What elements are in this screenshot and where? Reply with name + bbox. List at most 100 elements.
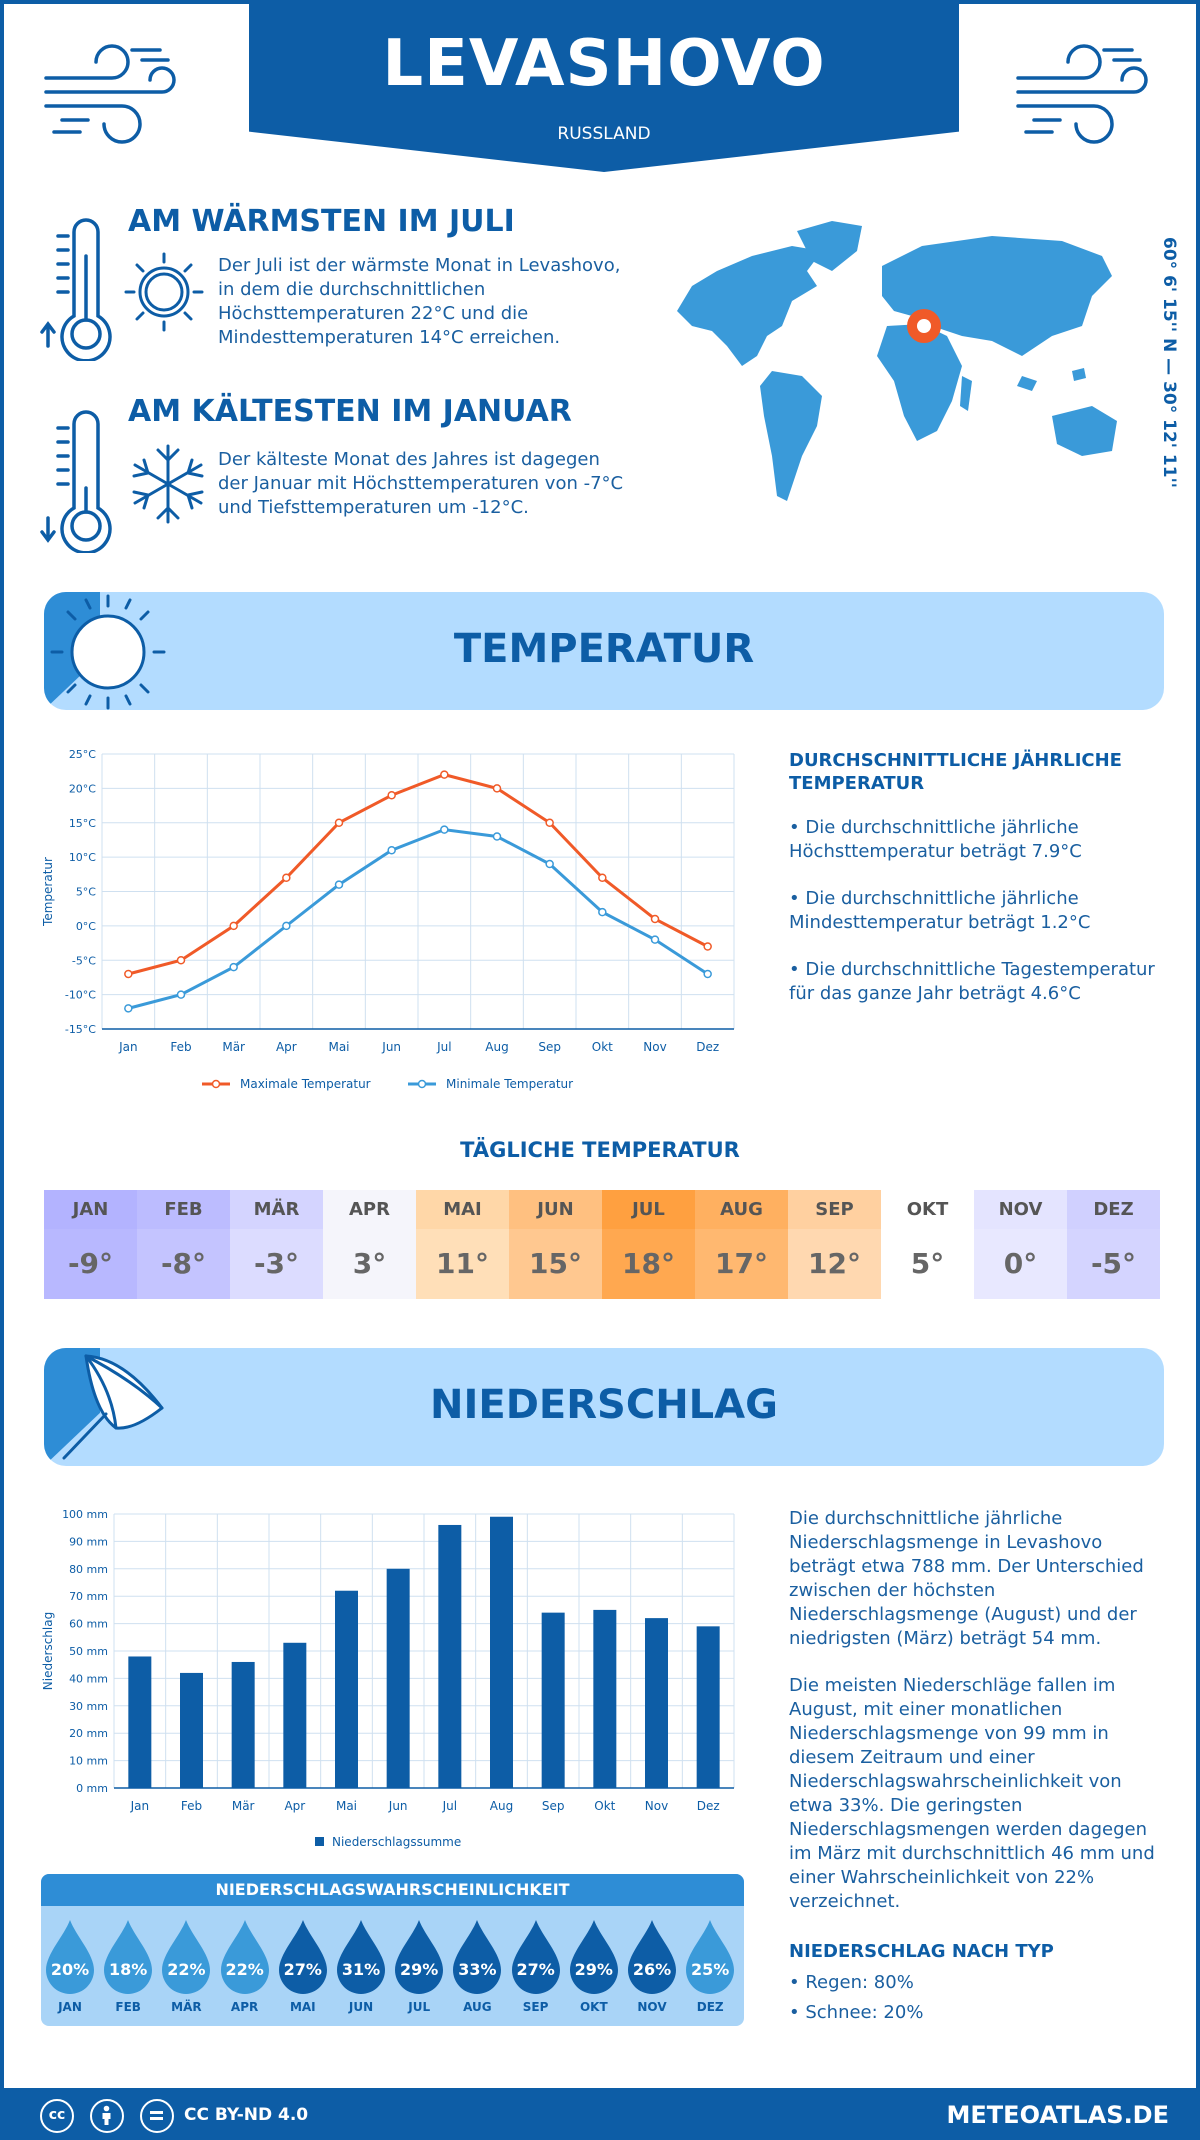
daily-temp-value: -3° bbox=[230, 1229, 323, 1299]
y-axis-label: Temperatur bbox=[41, 857, 55, 927]
probability-drop: 20% JAN bbox=[44, 1918, 96, 2014]
y-tick-label: 10 mm bbox=[69, 1755, 108, 1768]
y-tick-label: 25°C bbox=[69, 748, 96, 761]
data-point bbox=[176, 990, 186, 999]
thermometer-cold-icon bbox=[40, 410, 112, 553]
probability-month: JAN bbox=[58, 2000, 82, 2014]
x-tick-label: Mai bbox=[336, 1799, 357, 1813]
probability-value: 18% bbox=[109, 1960, 148, 1979]
y-tick-label: 50 mm bbox=[69, 1645, 108, 1658]
data-point bbox=[282, 873, 291, 882]
data-point bbox=[334, 818, 344, 827]
probability-drop: 18% FEB bbox=[102, 1918, 154, 2014]
raindrop-icon bbox=[104, 1920, 153, 1994]
data-point bbox=[440, 770, 449, 779]
data-point bbox=[176, 956, 186, 965]
daily-temp-cell: MÄR -3° bbox=[230, 1190, 323, 1299]
probability-value: 33% bbox=[458, 1960, 497, 1979]
bar bbox=[645, 1618, 668, 1788]
x-tick-label: Dez bbox=[697, 1799, 720, 1813]
daily-temp-value: -5° bbox=[1067, 1229, 1160, 1299]
daily-temp-month: JUL bbox=[602, 1190, 695, 1229]
probability-month: AUG bbox=[463, 2000, 492, 2014]
probability-drop: 26% NOV bbox=[626, 1918, 678, 2014]
precip-probability-title: NIEDERSCHLAGSWAHRSCHEINLICHKEIT bbox=[41, 1874, 744, 1906]
series-line bbox=[127, 828, 709, 1010]
probability-month: JUN bbox=[348, 2000, 374, 2014]
raindrop-icon bbox=[46, 1920, 94, 1994]
y-tick-label: 100 mm bbox=[62, 1508, 108, 1521]
probability-value: 31% bbox=[341, 1960, 381, 1979]
daily-temp-month: JAN bbox=[44, 1190, 137, 1229]
probability-month: MAI bbox=[289, 2000, 316, 2014]
y-tick-label: 20°C bbox=[69, 782, 96, 795]
snow-share: • Schnee: 20% bbox=[789, 2002, 924, 2023]
probability-value: 27% bbox=[516, 1960, 555, 1979]
probability-month: NOV bbox=[637, 2000, 667, 2014]
data-point bbox=[598, 873, 607, 882]
site-link[interactable]: METEOATLAS.DE bbox=[946, 2101, 1169, 2129]
daily-temp-cell: DEZ -5° bbox=[1067, 1190, 1160, 1299]
x-tick-label: Okt bbox=[592, 1040, 613, 1054]
probability-drop: 29% OKT bbox=[568, 1918, 620, 2014]
data-point bbox=[703, 969, 712, 979]
daily-temp-cell: JUN 15° bbox=[509, 1190, 602, 1299]
x-tick-label: Jul bbox=[436, 1040, 451, 1054]
y-tick-label: 40 mm bbox=[69, 1672, 108, 1685]
legend-marker bbox=[417, 1079, 427, 1089]
y-tick-label: 70 mm bbox=[69, 1590, 108, 1603]
probability-value: 29% bbox=[400, 1960, 439, 1979]
temperature-section-title: TEMPERATUR bbox=[453, 626, 755, 672]
daily-temp-month: NOV bbox=[974, 1190, 1067, 1229]
footer: cc CC BY-ND 4.0 METEOATLAS.DE bbox=[4, 2088, 1200, 2140]
data-point bbox=[124, 1004, 133, 1013]
x-tick-label: Nov bbox=[643, 1040, 666, 1054]
data-point bbox=[650, 935, 660, 944]
raindrop-icon bbox=[220, 1920, 269, 1994]
precip-section-header: NIEDERSCHLAG bbox=[44, 1348, 1164, 1466]
daily-temp-month: AUG bbox=[695, 1190, 788, 1229]
wind-icon bbox=[1016, 44, 1148, 144]
raindrop-icon bbox=[569, 1920, 618, 1994]
y-tick-label: -15°C bbox=[65, 1023, 96, 1036]
y-tick-label: 0 mm bbox=[76, 1782, 108, 1795]
x-tick-label: Mär bbox=[232, 1799, 255, 1813]
coordinates: 60° 6' 15'' N — 30° 12' 11'' E bbox=[1159, 237, 1179, 489]
daily-temp-month: APR bbox=[323, 1190, 416, 1229]
x-tick-label: Jan bbox=[118, 1040, 138, 1054]
daily-temp-cell: SEP 12° bbox=[788, 1190, 881, 1299]
probability-month: FEB bbox=[115, 2000, 141, 2014]
x-tick-label: Aug bbox=[490, 1799, 513, 1813]
page-title: LEVASHOVO bbox=[382, 27, 826, 101]
legend-label: Minimale Temperatur bbox=[446, 1077, 573, 1091]
x-tick-label: Feb bbox=[181, 1799, 202, 1813]
y-tick-label: 15°C bbox=[69, 817, 96, 830]
x-tick-label: Jan bbox=[130, 1799, 150, 1813]
data-point bbox=[334, 880, 344, 889]
country-subtitle: RUSSLAND bbox=[557, 124, 651, 144]
x-tick-label: Sep bbox=[538, 1040, 561, 1054]
bar bbox=[438, 1524, 462, 1788]
data-point bbox=[440, 825, 449, 834]
annual-avg-text: • Die durchschnittliche Tagestemperatur … bbox=[789, 959, 1155, 1004]
x-tick-label: Nov bbox=[645, 1799, 668, 1813]
y-tick-label: 5°C bbox=[76, 886, 96, 899]
raindrop-icon bbox=[278, 1920, 327, 1994]
annual-temp-heading: DURCHSCHNITTLICHE JÄHRLICHE TEMPERATUR bbox=[789, 750, 1122, 794]
sun-icon bbox=[124, 252, 204, 332]
daily-temp-month: SEP bbox=[788, 1190, 881, 1229]
bar bbox=[490, 1516, 513, 1788]
data-point bbox=[492, 784, 502, 793]
x-tick-label: Apr bbox=[276, 1040, 297, 1054]
y-axis-label: Niederschlag bbox=[41, 1612, 55, 1690]
probability-drop: 27% SEP bbox=[510, 1918, 562, 2014]
legend-label: Niederschlagssumme bbox=[332, 1835, 461, 1849]
legend-swatch bbox=[315, 1837, 324, 1846]
y-tick-label: 0°C bbox=[76, 920, 96, 933]
legend-marker bbox=[211, 1079, 221, 1089]
daily-temp-cell: APR 3° bbox=[323, 1190, 416, 1299]
probability-drop: 27% MAI bbox=[277, 1918, 329, 2014]
bar bbox=[696, 1626, 720, 1788]
x-tick-label: Sep bbox=[542, 1799, 565, 1813]
x-tick-label: Jun bbox=[388, 1799, 408, 1813]
